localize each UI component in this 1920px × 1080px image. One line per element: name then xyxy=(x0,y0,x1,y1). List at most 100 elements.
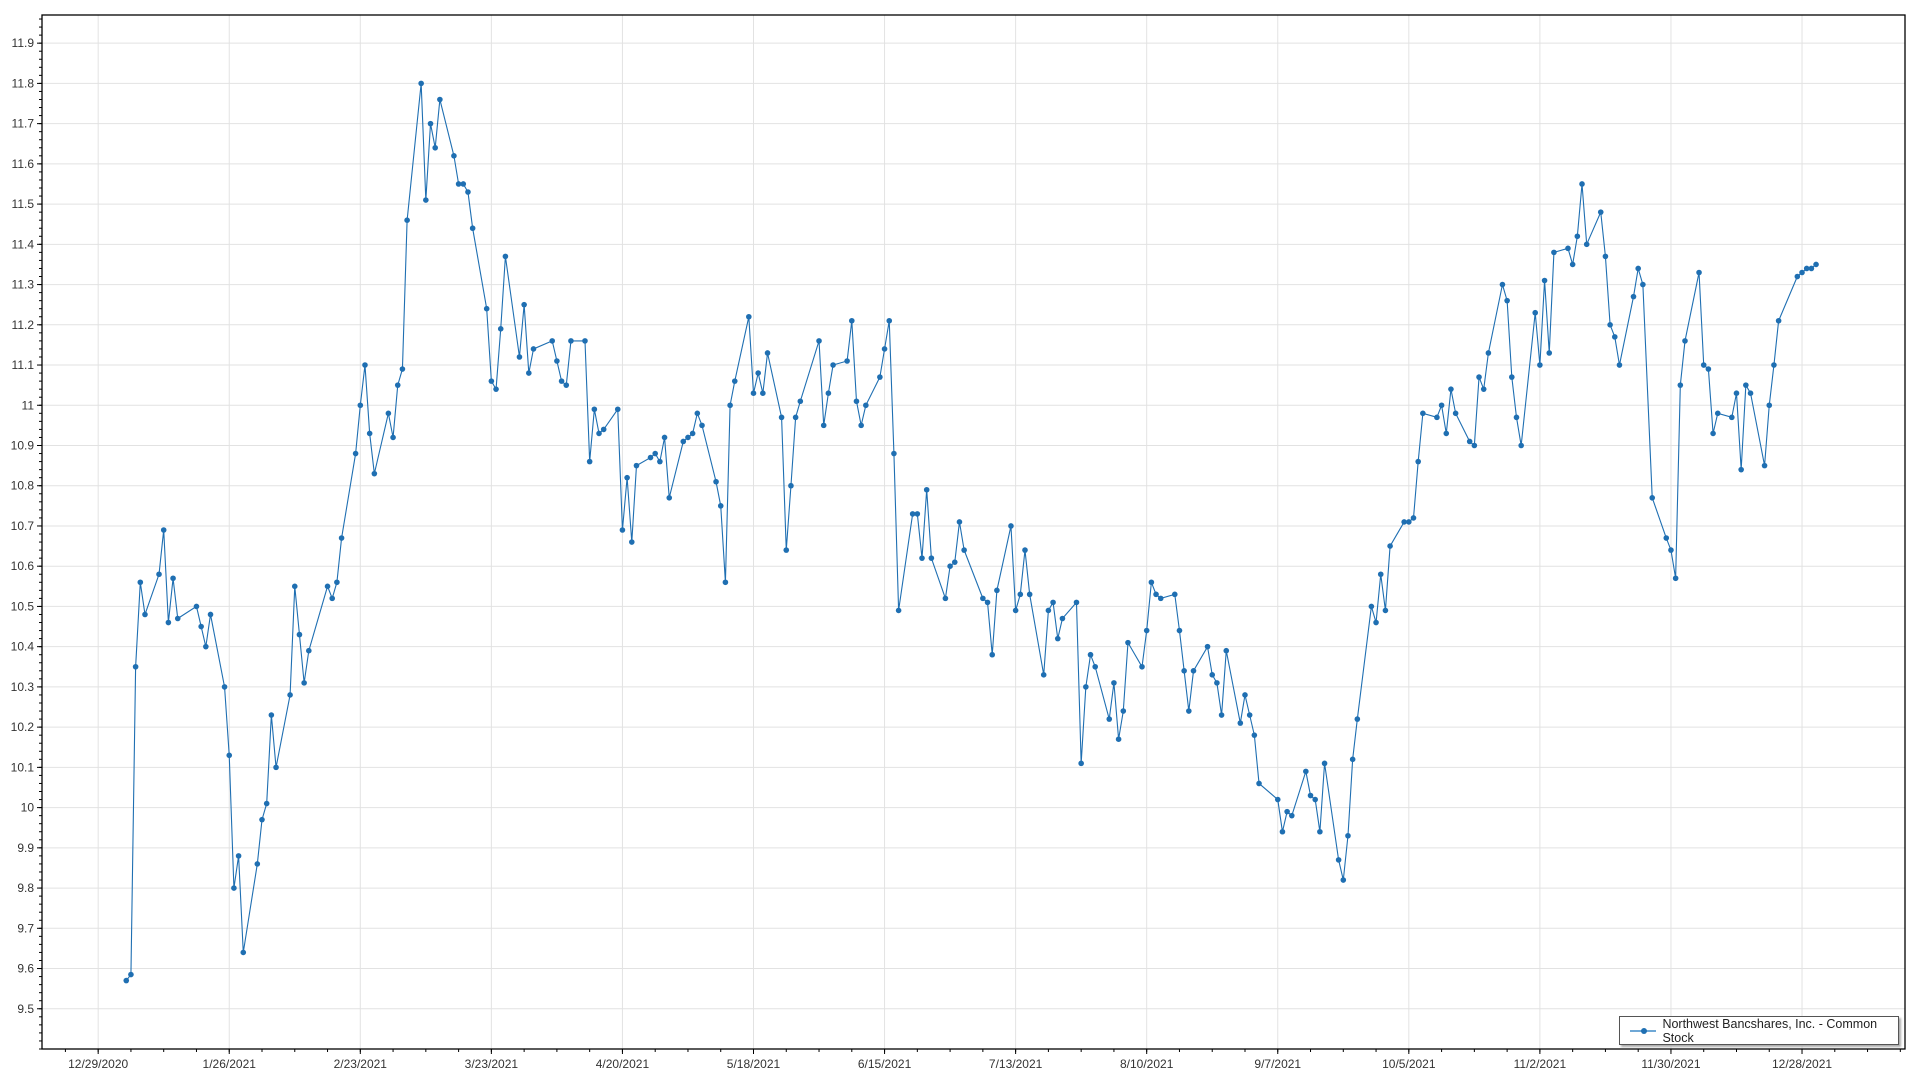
data-point xyxy=(1551,249,1557,256)
data-point xyxy=(1799,269,1805,276)
data-point xyxy=(1054,635,1061,642)
data-point xyxy=(1775,317,1782,324)
data-point xyxy=(1289,812,1295,819)
data-point xyxy=(1373,619,1379,626)
data-point xyxy=(633,462,640,469)
y-tick-label: 9.7 xyxy=(17,921,34,935)
data-point xyxy=(1008,523,1014,529)
x-tick-label: 11/2/2021 xyxy=(1514,1057,1567,1071)
data-point xyxy=(657,458,663,465)
data-point xyxy=(502,253,509,260)
data-point xyxy=(516,354,523,360)
x-tick-label: 4/20/2021 xyxy=(596,1057,650,1071)
data-point xyxy=(923,486,930,493)
data-point xyxy=(951,559,958,565)
data-point xyxy=(165,619,172,626)
x-tick-label: 2/23/2021 xyxy=(334,1057,388,1071)
data-point xyxy=(830,362,836,368)
data-point xyxy=(1223,647,1230,654)
data-point xyxy=(1415,458,1421,465)
data-point xyxy=(231,885,237,891)
data-point xyxy=(820,422,827,429)
data-point xyxy=(886,317,893,324)
data-point xyxy=(1668,547,1674,553)
data-point xyxy=(352,450,359,457)
data-point xyxy=(1073,599,1080,606)
data-point xyxy=(1078,760,1084,767)
data-point xyxy=(1420,410,1426,417)
y-tick-label: 10.3 xyxy=(11,680,35,694)
data-point xyxy=(1448,386,1454,392)
plot-area-border xyxy=(41,14,1906,1050)
data-point xyxy=(1111,680,1117,686)
data-point xyxy=(1279,828,1286,835)
data-point xyxy=(1611,334,1618,340)
data-point xyxy=(1504,297,1510,304)
data-point xyxy=(259,816,265,823)
data-point xyxy=(816,338,822,344)
data-point xyxy=(1017,591,1024,598)
data-point xyxy=(750,390,757,396)
data-point xyxy=(334,579,340,586)
data-point xyxy=(909,511,916,517)
data-point xyxy=(1204,643,1211,650)
data-point xyxy=(1312,796,1319,803)
y-tick-label: 11.4 xyxy=(12,237,35,251)
data-point xyxy=(399,366,406,372)
data-point xyxy=(338,535,345,541)
data-point xyxy=(170,575,176,582)
y-tick-label: 10.8 xyxy=(11,479,35,493)
data-point xyxy=(240,949,247,956)
data-point xyxy=(1284,808,1290,815)
data-point xyxy=(530,346,537,352)
data-point xyxy=(1452,410,1459,417)
series-line xyxy=(125,83,1817,981)
data-point xyxy=(142,611,148,618)
data-point xyxy=(1607,321,1613,328)
data-point xyxy=(460,181,467,187)
data-point xyxy=(1677,382,1684,388)
data-point xyxy=(497,326,504,332)
data-point xyxy=(1026,591,1033,598)
data-point xyxy=(1471,442,1478,449)
data-point xyxy=(760,390,766,396)
data-point xyxy=(1190,668,1197,674)
data-point xyxy=(680,438,687,445)
data-point xyxy=(863,402,869,409)
data-point xyxy=(263,800,270,807)
x-tick-label: 3/23/2021 xyxy=(465,1057,519,1071)
data-point xyxy=(1480,386,1487,392)
y-tick-label: 11 xyxy=(22,398,35,412)
data-point xyxy=(1546,350,1553,356)
data-point xyxy=(1321,760,1328,767)
data-point xyxy=(1368,603,1375,610)
y-tick-label: 10.9 xyxy=(11,438,35,452)
data-point xyxy=(980,595,986,602)
data-point xyxy=(666,495,673,501)
data-point xyxy=(591,406,598,413)
data-point xyxy=(306,647,312,654)
x-tick-label: 12/28/2021 xyxy=(1772,1057,1832,1071)
y-tick-label: 11.3 xyxy=(12,278,35,292)
data-point xyxy=(1148,579,1155,586)
data-point xyxy=(989,651,996,658)
data-point xyxy=(1700,362,1707,368)
data-point xyxy=(1125,639,1131,646)
data-point xyxy=(1635,265,1641,272)
data-point xyxy=(221,684,228,690)
data-point xyxy=(1012,607,1019,614)
data-point xyxy=(628,539,635,545)
data-point xyxy=(1569,261,1576,268)
data-point xyxy=(881,346,888,352)
data-point xyxy=(699,422,705,429)
data-point xyxy=(685,434,691,441)
x-tick-label: 7/13/2021 xyxy=(989,1057,1043,1071)
legend: Northwest Bancshares, Inc. - Common Stoc… xyxy=(1619,1016,1899,1045)
data-point xyxy=(1574,233,1581,240)
legend-line-marker-icon xyxy=(1630,1027,1657,1035)
data-point xyxy=(324,583,331,590)
data-point xyxy=(582,338,588,344)
data-point xyxy=(1120,708,1127,714)
data-point xyxy=(1602,253,1609,260)
